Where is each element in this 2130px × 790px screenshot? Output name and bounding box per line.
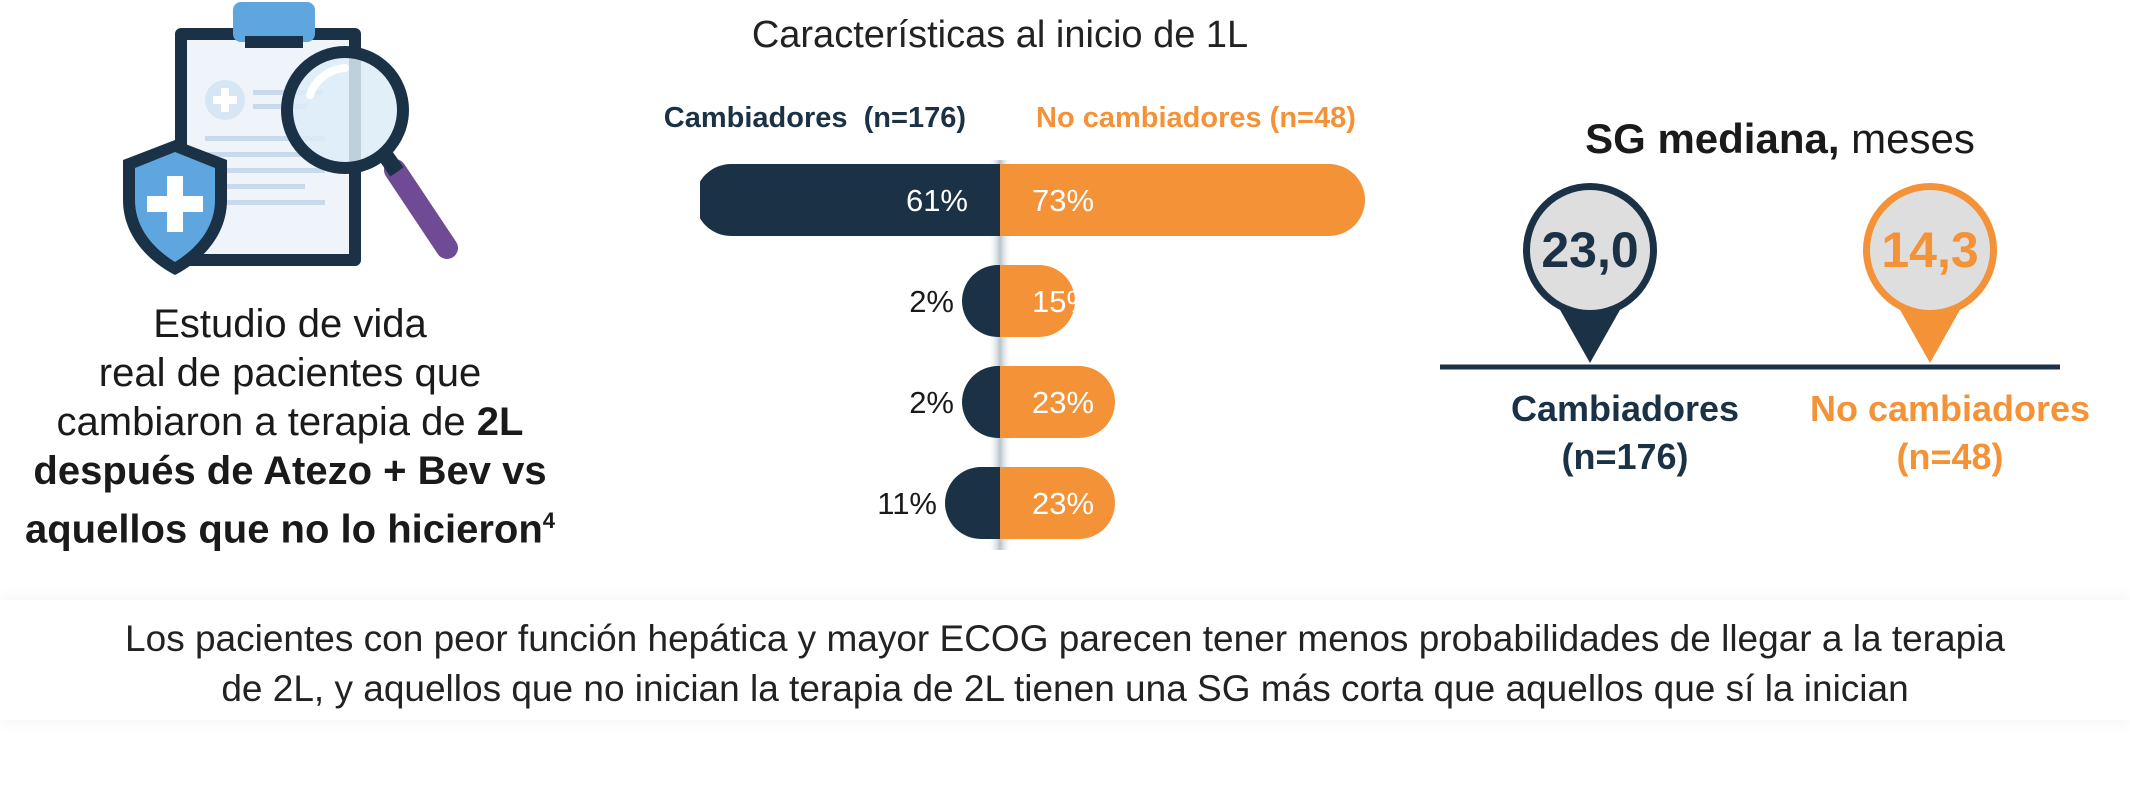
- bar-switchers-0: [700, 164, 1000, 236]
- bar-switchers-2: [962, 366, 1000, 438]
- study-line-1: Estudio de vida: [153, 302, 427, 346]
- bar-non-switchers-1: [1000, 265, 1075, 337]
- study-line-5: aquellos que no lo hicieron4: [0, 496, 580, 554]
- os-label-switchers: Cambiadores (n=176): [1460, 385, 1790, 481]
- pin-switchers: 23,0: [1523, 183, 1657, 363]
- study-line-2: real de pacientes que: [98, 351, 482, 395]
- footer-conclusion: Los pacientes con peor función hepática …: [10, 614, 2120, 714]
- label-non-switchers-2: 23%: [1032, 385, 1094, 420]
- os-title: SG mediana, meses: [1530, 115, 2030, 163]
- label-switchers-2: 2%: [909, 385, 954, 420]
- pin-non-switchers: 14,3: [1863, 183, 1997, 363]
- footer-box: [0, 600, 2130, 720]
- os-value-switchers: 23,0: [1541, 222, 1638, 278]
- label-non-switchers-1: 15%: [1032, 284, 1094, 319]
- label-non-switchers-3: 23%: [1032, 486, 1094, 521]
- bar-switchers-1: [962, 265, 1000, 337]
- study-illustration: [123, 2, 458, 275]
- bars-layer: 61% 73% 2% 15% 2% 23% 11% 23%: [700, 164, 1365, 539]
- os-label-non-switchers: No cambiadores (n=48): [1770, 385, 2130, 481]
- bar-non-switchers-2: [1000, 366, 1115, 438]
- label-switchers-1: 2%: [909, 284, 954, 319]
- legend-switchers: Cambiadores (n=176): [663, 102, 966, 134]
- study-line-3: cambiaron a terapia de 2L: [0, 398, 580, 447]
- shield-cross-icon: [123, 140, 227, 275]
- footer-line-2: de 2L, y aquellos que no inician la tera…: [221, 668, 1909, 709]
- study-line-3-normal: cambiaron a terapia de: [56, 400, 477, 444]
- reference-superscript: 4: [542, 508, 556, 533]
- magnifier-icon: [281, 46, 458, 259]
- bar-switchers-3: [945, 467, 1000, 539]
- os-value-non-switchers: 14,3: [1881, 222, 1978, 278]
- bar-non-switchers-3: [1000, 467, 1115, 539]
- label-switchers-3: 11%: [877, 486, 937, 521]
- study-line-4: después de Atezo + Bev vs: [33, 449, 547, 493]
- os-label-non-switchers-name: No cambiadores: [1809, 388, 2091, 429]
- os-title-bold: SG mediana,: [1585, 115, 1840, 162]
- chart-title: Características al inicio de 1L: [751, 14, 1249, 56]
- study-line-3-bold: 2L: [476, 400, 524, 444]
- characteristics-bar-chart: 61% 73% 2% 15% 2% 23% 11% 23%: [700, 160, 1365, 550]
- label-switchers-0: 61%: [906, 183, 968, 218]
- footer-line-1: Los pacientes con peor función hepática …: [125, 618, 2005, 659]
- study-line-5-text: aquellos que no lo hicieron: [24, 507, 543, 552]
- median-os-graphic: 23,0 14,3: [1440, 183, 2060, 370]
- study-description: Estudio de vida real de pacientes que ca…: [0, 300, 580, 554]
- os-label-switchers-n: (n=176): [1561, 436, 1689, 477]
- os-title-unit: meses: [1839, 115, 1975, 162]
- label-non-switchers-0: 73%: [1032, 183, 1094, 218]
- os-label-non-switchers-n: (n=48): [1896, 436, 2004, 477]
- bar-non-switchers-0: [1000, 164, 1365, 236]
- os-label-switchers-name: Cambiadores: [1510, 388, 1740, 429]
- legend-non-switchers: No cambiadores (n=48): [1036, 102, 1356, 134]
